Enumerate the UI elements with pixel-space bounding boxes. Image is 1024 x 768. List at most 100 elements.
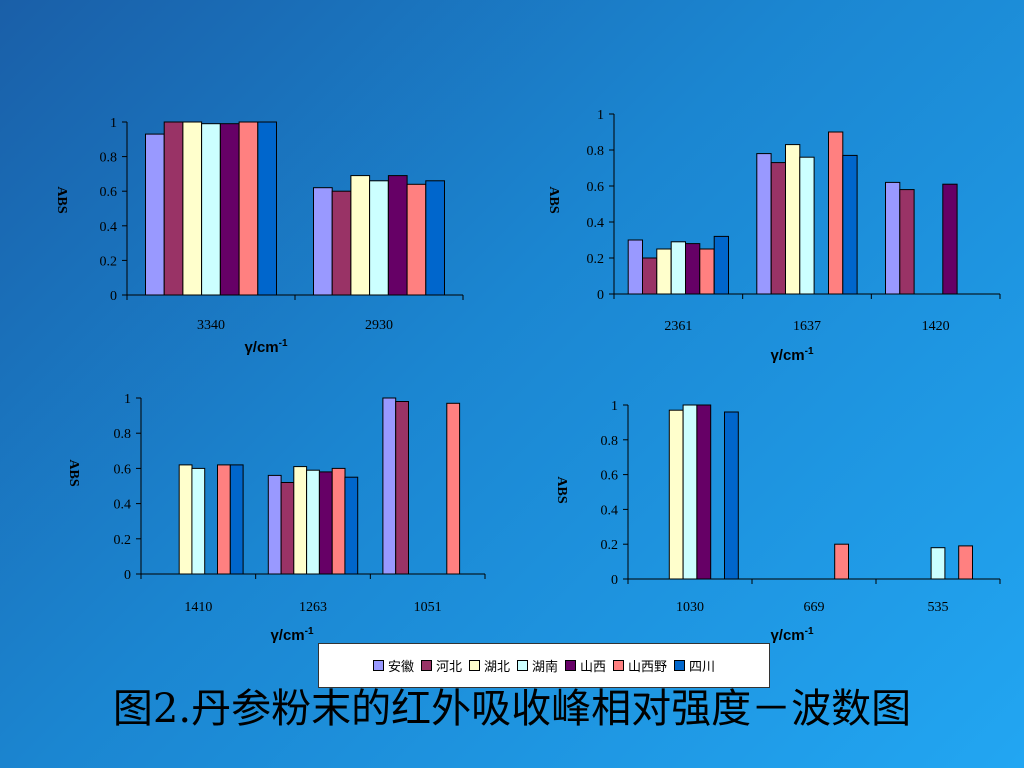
y-tick-label: 0.4 bbox=[100, 220, 118, 235]
y-tick-label: 0.8 bbox=[587, 144, 605, 159]
legend-item: 山西 bbox=[565, 656, 606, 675]
bar bbox=[387, 175, 408, 296]
x-tick-label: 3340 bbox=[197, 318, 225, 333]
bar bbox=[899, 189, 915, 295]
bar bbox=[331, 467, 346, 575]
bar bbox=[280, 482, 295, 575]
bar bbox=[885, 181, 901, 295]
bar bbox=[257, 121, 277, 296]
bar bbox=[163, 121, 184, 296]
legend-swatch bbox=[468, 660, 480, 671]
y-tick-label: 0.6 bbox=[100, 185, 118, 200]
bar bbox=[724, 411, 739, 580]
y-tick-label: 0 bbox=[110, 289, 117, 304]
legend-item: 安徽 bbox=[372, 656, 414, 675]
bar bbox=[344, 476, 359, 575]
x-axis-label: γ/cm-1 bbox=[270, 626, 314, 644]
legend-label: 湖南 bbox=[531, 660, 558, 675]
bar bbox=[382, 397, 397, 575]
y-tick-label: 1 bbox=[110, 116, 117, 131]
y-tick-label: 0.4 bbox=[114, 498, 132, 513]
legend-swatch bbox=[674, 660, 686, 671]
y-tick-label: 0.6 bbox=[587, 180, 605, 195]
y-axis-label: ABS bbox=[554, 476, 569, 503]
legend-label: 安徽 bbox=[387, 660, 414, 675]
x-tick-label: 535 bbox=[928, 600, 949, 615]
bar bbox=[642, 257, 658, 295]
bar bbox=[770, 162, 787, 295]
bar bbox=[318, 471, 333, 575]
bar bbox=[958, 545, 974, 580]
x-tick-label: 1051 bbox=[414, 600, 442, 615]
legend-swatch bbox=[420, 660, 432, 671]
y-tick-label: 0.4 bbox=[587, 216, 605, 231]
y-tick-label: 0.6 bbox=[601, 469, 619, 484]
bar bbox=[627, 239, 644, 295]
legend-item: 山西野 bbox=[613, 656, 667, 675]
bar bbox=[145, 133, 165, 296]
legend-label: 四川 bbox=[689, 660, 716, 675]
y-axis-label: ABS bbox=[66, 459, 81, 486]
x-tick-label: 669 bbox=[804, 600, 825, 615]
y-tick-label: 0.2 bbox=[114, 533, 132, 548]
bar bbox=[682, 404, 698, 580]
bar bbox=[446, 402, 461, 575]
bar bbox=[217, 464, 231, 575]
bar bbox=[369, 180, 389, 296]
bar bbox=[699, 248, 715, 295]
legend-item: 湖南 bbox=[516, 656, 558, 675]
bar bbox=[756, 153, 772, 295]
x-axis-label: γ/cm-1 bbox=[770, 626, 814, 644]
bar bbox=[238, 121, 259, 296]
legend-label: 山西 bbox=[580, 660, 607, 675]
legend-swatch bbox=[565, 660, 576, 671]
x-tick-label: 2361 bbox=[664, 319, 692, 334]
bar bbox=[670, 241, 687, 295]
bar bbox=[828, 131, 844, 295]
x-tick-label: 1410 bbox=[184, 600, 212, 615]
bar bbox=[306, 469, 320, 575]
figure-caption: 图2.丹参粉末的红外吸收峰相对强度－波数图 bbox=[112, 686, 912, 732]
bar bbox=[696, 404, 712, 580]
bar bbox=[406, 183, 427, 296]
y-tick-label: 1 bbox=[611, 399, 618, 414]
x-tick-label: 1637 bbox=[793, 319, 821, 334]
legend: 安徽 河北 湖北 湖南 山西 山西野 四川 bbox=[318, 643, 770, 688]
y-tick-label: 0 bbox=[611, 573, 618, 588]
bar bbox=[267, 474, 282, 575]
legend-label: 湖北 bbox=[483, 660, 510, 675]
bar bbox=[229, 464, 244, 575]
y-tick-label: 0.6 bbox=[114, 462, 132, 477]
bar bbox=[685, 243, 701, 295]
legend-swatch bbox=[372, 660, 384, 671]
x-axis-label: γ/cm-1 bbox=[244, 338, 288, 356]
x-tick-label: 1420 bbox=[922, 319, 950, 334]
legend-item: 四川 bbox=[674, 656, 715, 675]
y-tick-label: 0.8 bbox=[100, 151, 118, 166]
x-tick-label: 1030 bbox=[676, 600, 704, 615]
y-tick-label: 0.2 bbox=[601, 538, 619, 553]
bar bbox=[785, 144, 801, 295]
y-tick-label: 1 bbox=[124, 392, 131, 407]
bar bbox=[219, 123, 240, 296]
bar bbox=[656, 248, 672, 295]
bar bbox=[178, 464, 193, 575]
y-tick-label: 0.2 bbox=[100, 254, 118, 269]
bar bbox=[350, 175, 371, 296]
x-axis-label: γ/cm-1 bbox=[770, 346, 814, 364]
legend-swatch bbox=[516, 660, 528, 671]
y-tick-label: 0.8 bbox=[114, 427, 132, 442]
bar bbox=[331, 190, 352, 296]
bar bbox=[668, 409, 684, 580]
legend-item: 湖北 bbox=[468, 656, 510, 675]
bar bbox=[191, 467, 206, 575]
bar bbox=[182, 121, 203, 296]
y-tick-label: 0 bbox=[597, 288, 604, 303]
legend-swatch bbox=[613, 660, 625, 671]
bar bbox=[201, 123, 221, 296]
legend-label: 山西野 bbox=[628, 660, 668, 675]
y-axis-label: ABS bbox=[54, 186, 69, 213]
legend-item: 河北 bbox=[420, 656, 462, 675]
bar bbox=[942, 183, 958, 295]
y-tick-label: 0.2 bbox=[587, 252, 605, 267]
